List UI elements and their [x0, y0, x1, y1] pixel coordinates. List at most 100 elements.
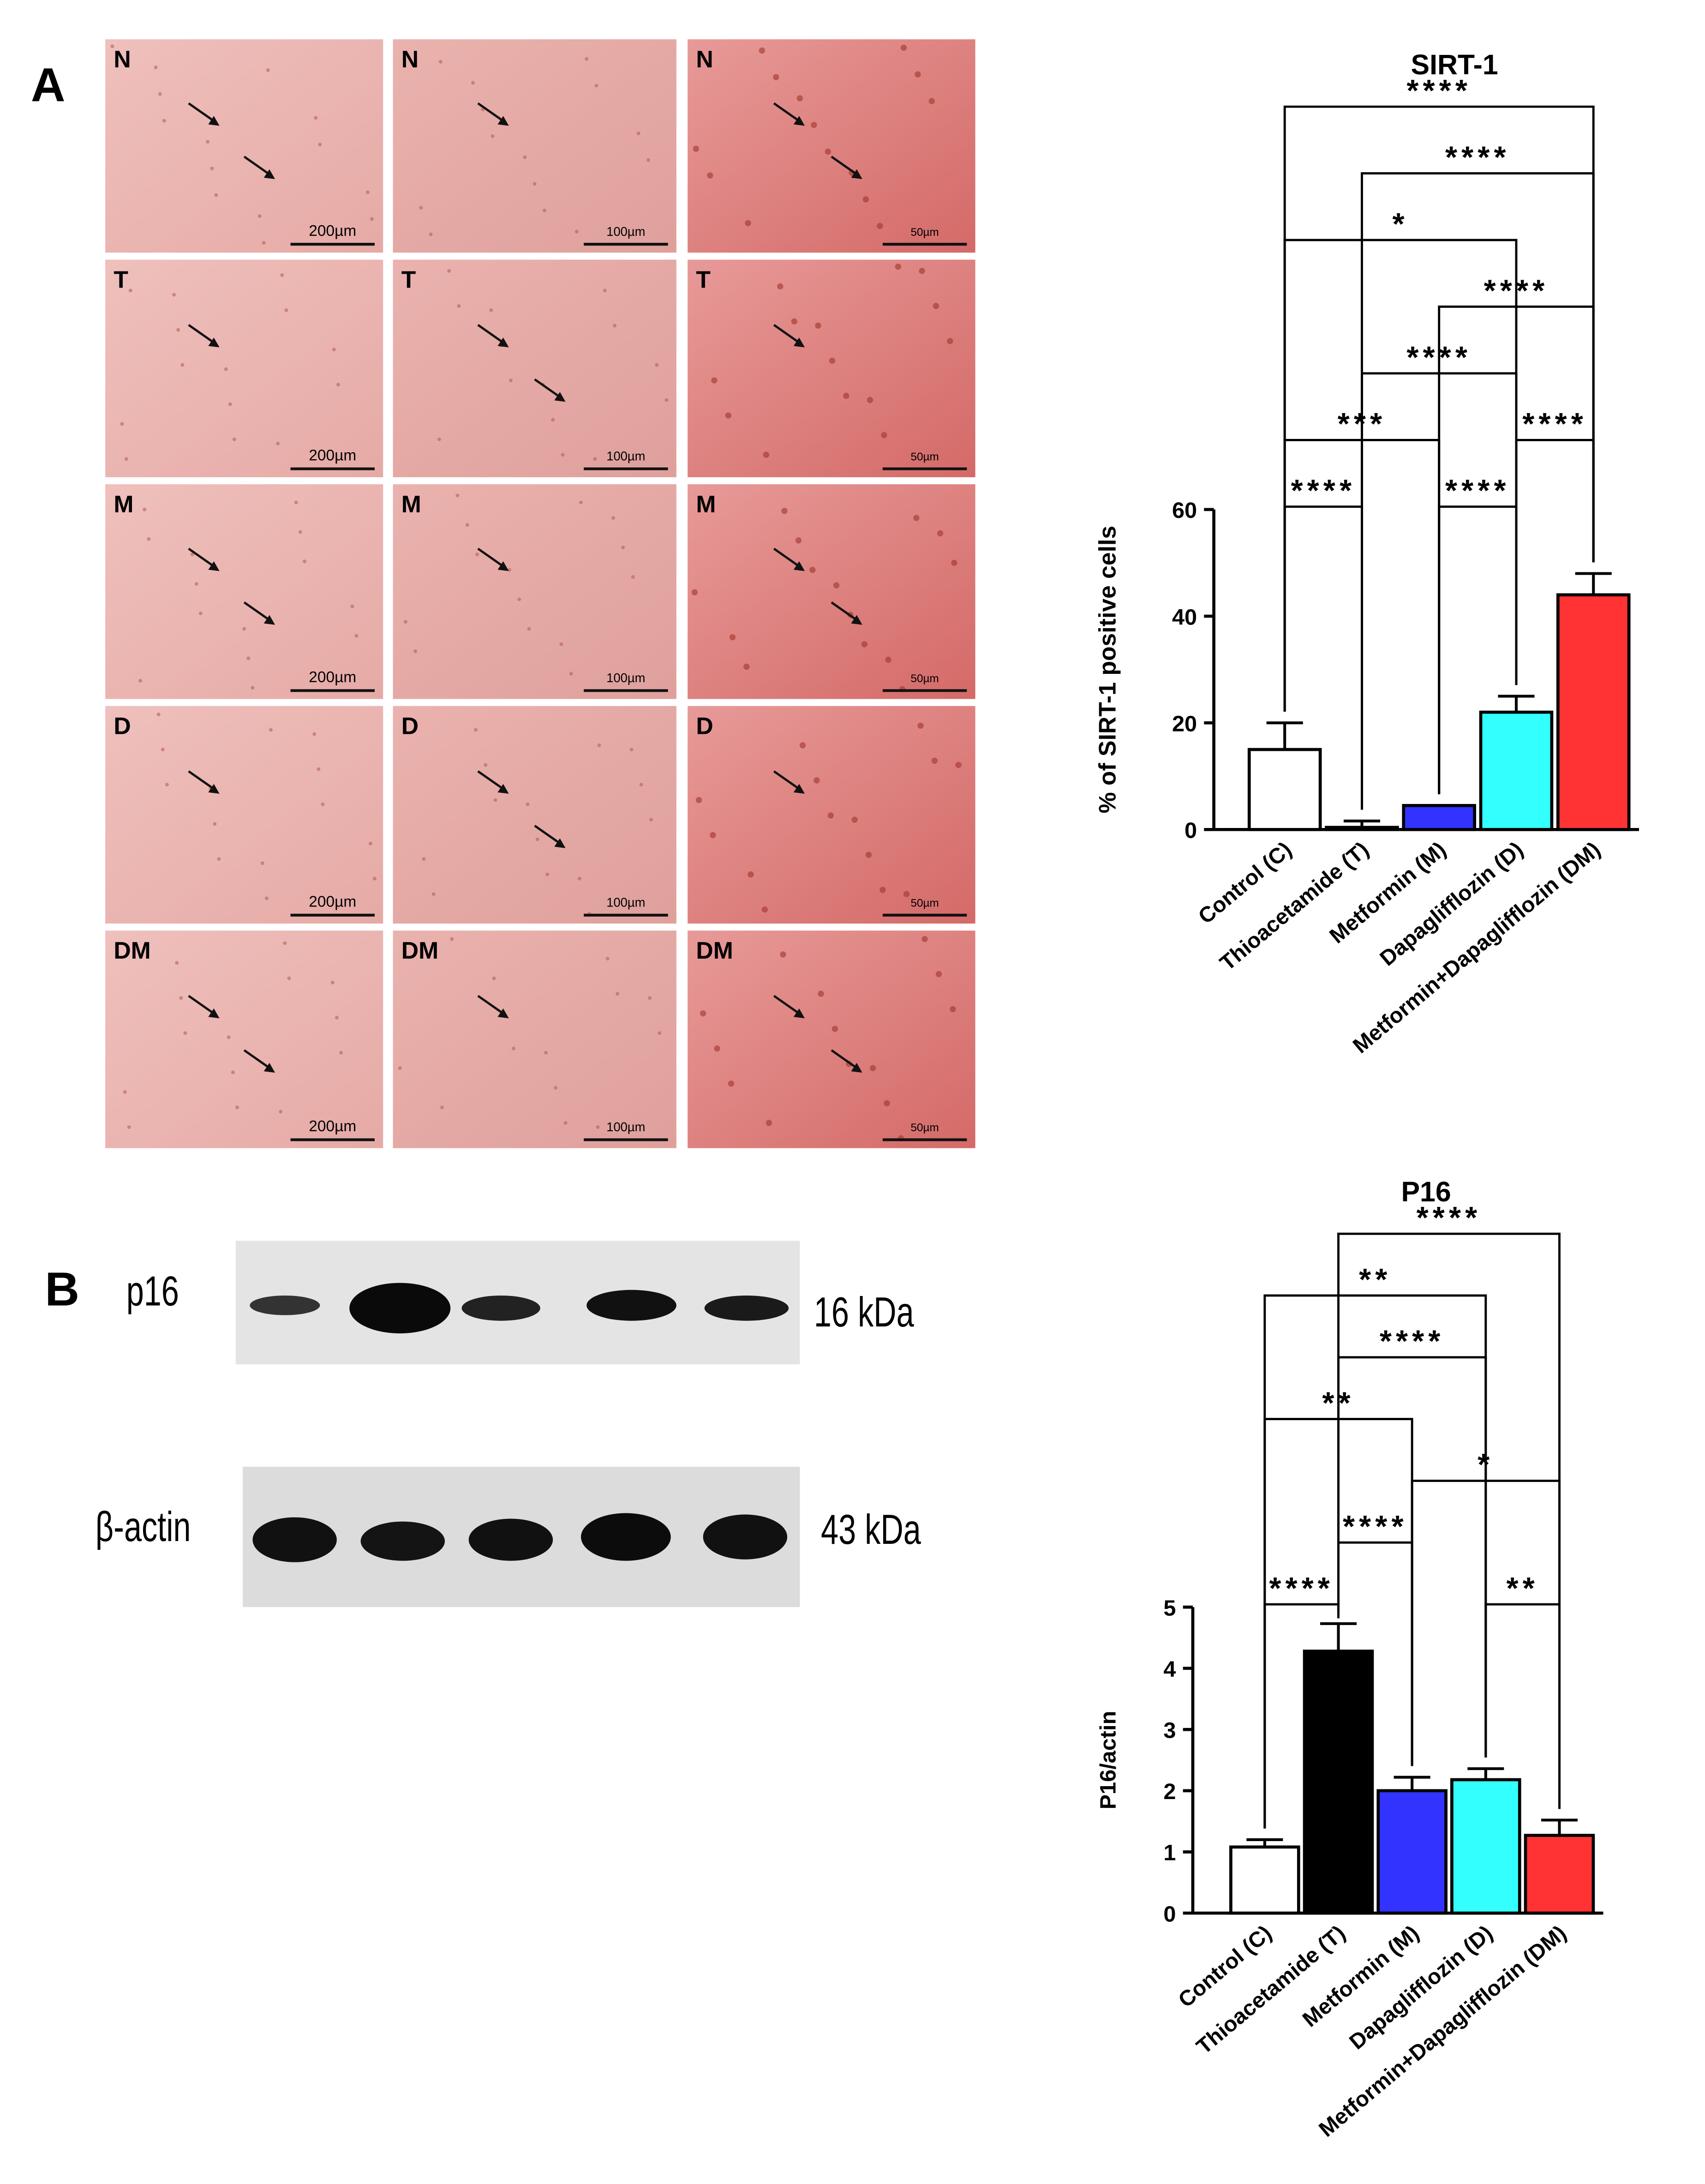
stain-dot: [264, 896, 269, 900]
blot-band: [360, 1521, 445, 1561]
stain-dot: [235, 1105, 239, 1110]
blot-band: [252, 1517, 337, 1562]
stain-dot: [429, 232, 433, 236]
stain-dot: [228, 402, 232, 406]
scale-bar-label: 200µm: [309, 894, 356, 911]
stain-dot: [649, 818, 653, 822]
stain-dot: [613, 324, 616, 328]
stain-dot: [162, 119, 166, 123]
stain-dot: [648, 996, 652, 1000]
stain-dot: [120, 422, 124, 426]
stain-dot: [639, 783, 643, 786]
significance-label: *: [1478, 1447, 1494, 1482]
arrow-head: [497, 1008, 509, 1019]
stain-dot: [532, 182, 537, 186]
arrow-head: [554, 392, 566, 402]
stain-dot: [773, 74, 779, 80]
stain-dot: [438, 60, 443, 64]
error-bar: [1498, 695, 1535, 713]
stain-dot: [544, 1050, 548, 1055]
micrograph: [393, 39, 676, 253]
stain-dot: [440, 1105, 444, 1110]
error-bar: [1343, 819, 1380, 828]
stain-dot: [951, 559, 957, 566]
blot-label: β-actin: [96, 1504, 191, 1551]
stain-dot: [833, 582, 840, 588]
stain-dot: [190, 552, 194, 557]
stain-dot: [629, 748, 634, 751]
stain-dot: [242, 627, 246, 631]
stain-dot: [457, 304, 461, 308]
bar: [1450, 1778, 1521, 1915]
stain-dot: [799, 742, 806, 749]
stain-dot: [124, 457, 128, 461]
significance-label: ****: [1406, 340, 1472, 375]
stain-dot: [611, 516, 615, 520]
arrow-head: [793, 116, 805, 126]
significance-label: ****: [1445, 140, 1510, 174]
stain-dot: [437, 437, 441, 441]
stain-dot: [585, 57, 589, 61]
significance-label: **: [1359, 1262, 1391, 1297]
micrograph-label: N: [696, 46, 713, 72]
stain-dot: [419, 206, 423, 210]
stain-dot: [711, 377, 718, 384]
stain-dot: [183, 1031, 187, 1035]
y-tick-label: 60: [1172, 498, 1197, 523]
stain-dot: [728, 1080, 735, 1087]
stain-dot: [110, 44, 114, 48]
scale-bar-label: 200µm: [309, 222, 356, 240]
stain-dot: [919, 268, 925, 274]
stain-dot: [829, 357, 836, 364]
scale-bar-label: 100µm: [606, 449, 645, 463]
significance-label: ****: [1380, 1324, 1445, 1359]
stain-dot: [931, 757, 938, 764]
bar: [1247, 748, 1322, 831]
error-bar: [1467, 1767, 1504, 1780]
stain-dot: [413, 649, 418, 654]
significance-bracket: [1263, 1294, 1487, 1829]
micrograph: [393, 259, 676, 477]
stain-dot: [321, 802, 325, 806]
y-tick-label: 2: [1163, 1779, 1176, 1804]
stain-dot: [955, 762, 962, 768]
stain-dot: [509, 378, 513, 383]
scale-bar-label: 200µm: [309, 1118, 356, 1135]
bar: [1402, 804, 1476, 831]
stain-dot: [287, 976, 291, 980]
stain-dot: [877, 222, 883, 229]
stain-dot: [710, 832, 716, 839]
stain-dot: [283, 941, 287, 945]
stain-dot: [447, 269, 451, 273]
stain-dot: [339, 1050, 343, 1055]
scale-bar-label: 50µm: [910, 1122, 939, 1134]
significance-label: ****: [1417, 1200, 1482, 1235]
stain-dot: [616, 992, 620, 996]
blot-band: [349, 1283, 451, 1334]
error-bar: [1246, 1838, 1283, 1847]
stain-dot: [330, 980, 335, 984]
chart-title: P16: [1401, 1176, 1451, 1207]
y-tick-label: 0: [1163, 1902, 1176, 1926]
stain-dot: [176, 328, 180, 332]
micrograph: [688, 930, 975, 1148]
stain-dot: [745, 220, 751, 227]
arrow-head: [851, 615, 862, 625]
error-bar: [1320, 1622, 1357, 1651]
bar: [1524, 1834, 1595, 1915]
stain-dot: [884, 1100, 890, 1107]
stain-dot: [879, 887, 886, 893]
micrograph-label: D: [696, 713, 713, 739]
micrograph-label: DM: [696, 937, 733, 964]
significance-label: ****: [1406, 73, 1472, 108]
stain-dot: [217, 857, 221, 861]
blot-size: 16 kDa: [814, 1289, 914, 1336]
y-axis-label: % of SIRT-1 positive cells: [1094, 526, 1121, 813]
arrow-head: [208, 1008, 220, 1019]
stain-dot: [603, 288, 607, 293]
stain-dot: [725, 412, 732, 419]
stain-dot: [596, 1125, 600, 1129]
stain-dot: [563, 1121, 568, 1125]
micrograph-label: T: [401, 266, 416, 293]
stain-dot: [403, 620, 407, 624]
